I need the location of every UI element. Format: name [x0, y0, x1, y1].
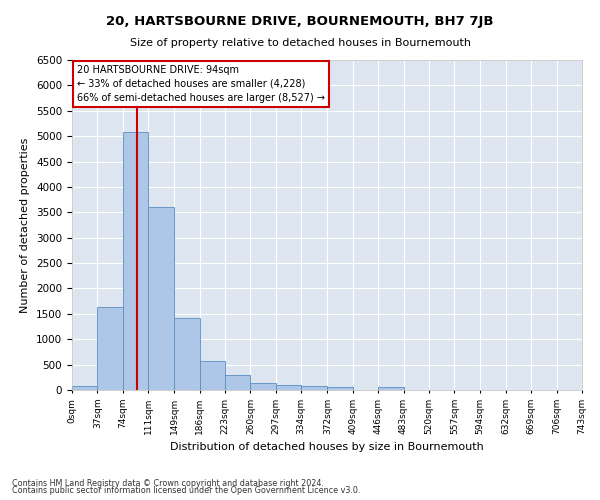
Bar	[148, 207, 173, 390]
Text: Size of property relative to detached houses in Bournemouth: Size of property relative to detached ho…	[130, 38, 470, 48]
Bar	[328, 387, 353, 390]
X-axis label: Distribution of detached houses by size in Bournemouth: Distribution of detached houses by size …	[170, 442, 484, 452]
Bar	[174, 318, 200, 390]
Bar	[200, 360, 225, 390]
Bar	[123, 132, 148, 390]
Bar	[72, 386, 97, 390]
Bar	[97, 307, 123, 390]
Text: 20 HARTSBOURNE DRIVE: 94sqm
← 33% of detached houses are smaller (4,228)
66% of : 20 HARTSBOURNE DRIVE: 94sqm ← 33% of det…	[77, 65, 325, 103]
Text: 20, HARTSBOURNE DRIVE, BOURNEMOUTH, BH7 7JB: 20, HARTSBOURNE DRIVE, BOURNEMOUTH, BH7 …	[106, 15, 494, 28]
Text: Contains public sector information licensed under the Open Government Licence v3: Contains public sector information licen…	[12, 486, 361, 495]
Bar	[276, 384, 301, 390]
Bar	[250, 383, 276, 390]
Text: Contains HM Land Registry data © Crown copyright and database right 2024.: Contains HM Land Registry data © Crown c…	[12, 478, 324, 488]
Y-axis label: Number of detached properties: Number of detached properties	[20, 138, 31, 312]
Bar	[301, 386, 326, 390]
Bar	[225, 376, 250, 390]
Bar	[378, 387, 404, 390]
